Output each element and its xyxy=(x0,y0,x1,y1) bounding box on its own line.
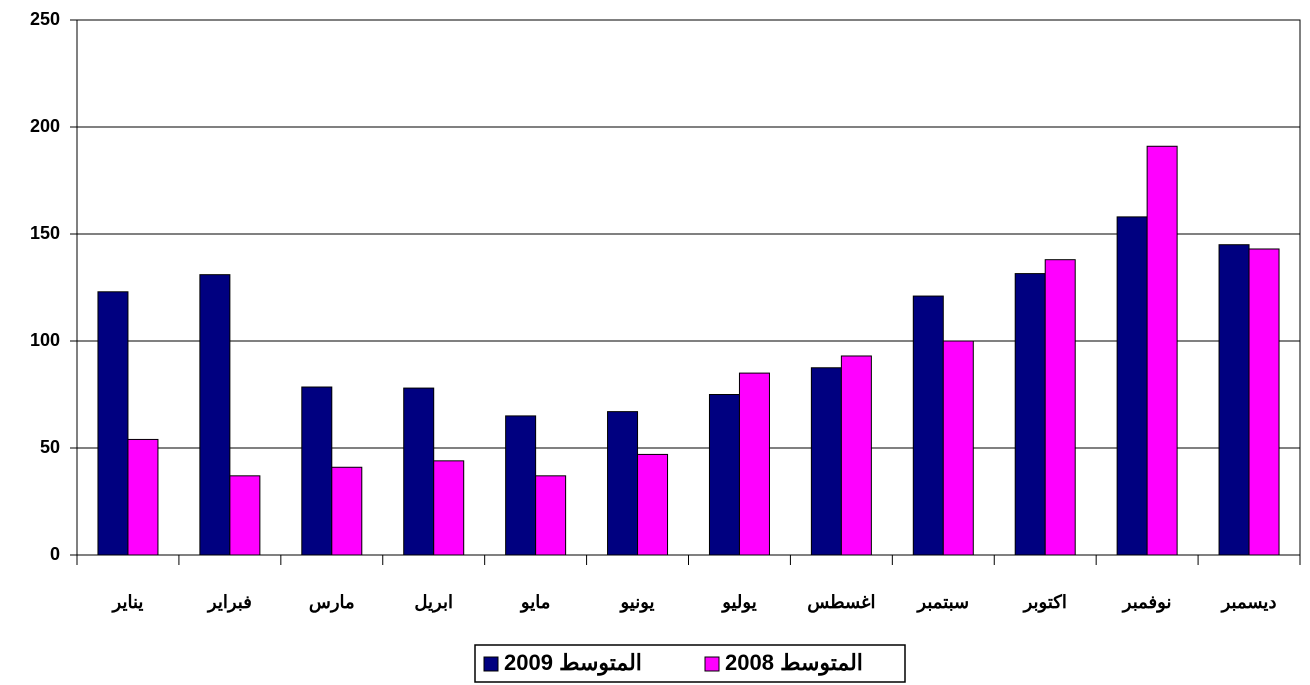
bar xyxy=(229,475,261,556)
bar xyxy=(127,438,159,556)
bar xyxy=(1218,244,1250,556)
legend-swatch xyxy=(483,656,499,672)
x-tick-label: يناير xyxy=(111,592,144,613)
bar xyxy=(738,372,770,556)
bar xyxy=(607,411,639,556)
x-tick-label: يوليو xyxy=(720,592,757,613)
y-tick-label: 200 xyxy=(30,116,60,136)
x-tick-label: اغسطس xyxy=(807,592,875,613)
bar xyxy=(1044,259,1076,556)
x-tick-label: نوفمبر xyxy=(1121,592,1172,613)
bar xyxy=(505,415,537,556)
bar xyxy=(433,460,465,556)
bar xyxy=(97,291,129,556)
bar xyxy=(708,394,740,556)
y-tick-label: 50 xyxy=(40,437,60,457)
bar xyxy=(1146,145,1178,556)
bar xyxy=(535,475,567,556)
bar xyxy=(331,466,363,556)
x-tick-label: ابريل xyxy=(414,592,453,613)
legend-swatch xyxy=(704,656,720,672)
bar xyxy=(637,453,669,556)
bar xyxy=(942,340,974,556)
y-tick-label: 150 xyxy=(30,223,60,243)
x-tick-label: مارس xyxy=(309,592,355,613)
bar xyxy=(810,367,842,556)
legend-frame xyxy=(474,644,906,683)
bar xyxy=(1248,248,1280,556)
x-tick-label: يونيو xyxy=(619,592,655,613)
x-tick-label: مايو xyxy=(519,592,550,613)
y-tick-label: 250 xyxy=(30,9,60,29)
x-tick-label: اكتوبر xyxy=(1022,592,1067,613)
x-tick-label: ديسمبر xyxy=(1220,592,1277,613)
bar xyxy=(912,295,944,556)
legend-label: المتوسط 2008 xyxy=(725,650,863,676)
bar xyxy=(403,387,435,556)
y-tick-label: 100 xyxy=(30,330,60,350)
bar xyxy=(301,386,333,556)
bar xyxy=(1116,216,1148,556)
x-tick-label: فبراير xyxy=(206,592,252,613)
bar xyxy=(199,274,231,556)
bar xyxy=(1014,273,1046,556)
x-tick-label: سبتمبر xyxy=(915,592,969,613)
plot-frame xyxy=(76,19,1301,556)
legend-label: المتوسط 2009 xyxy=(504,650,642,676)
bar xyxy=(840,355,872,556)
y-tick-label: 0 xyxy=(50,544,60,564)
